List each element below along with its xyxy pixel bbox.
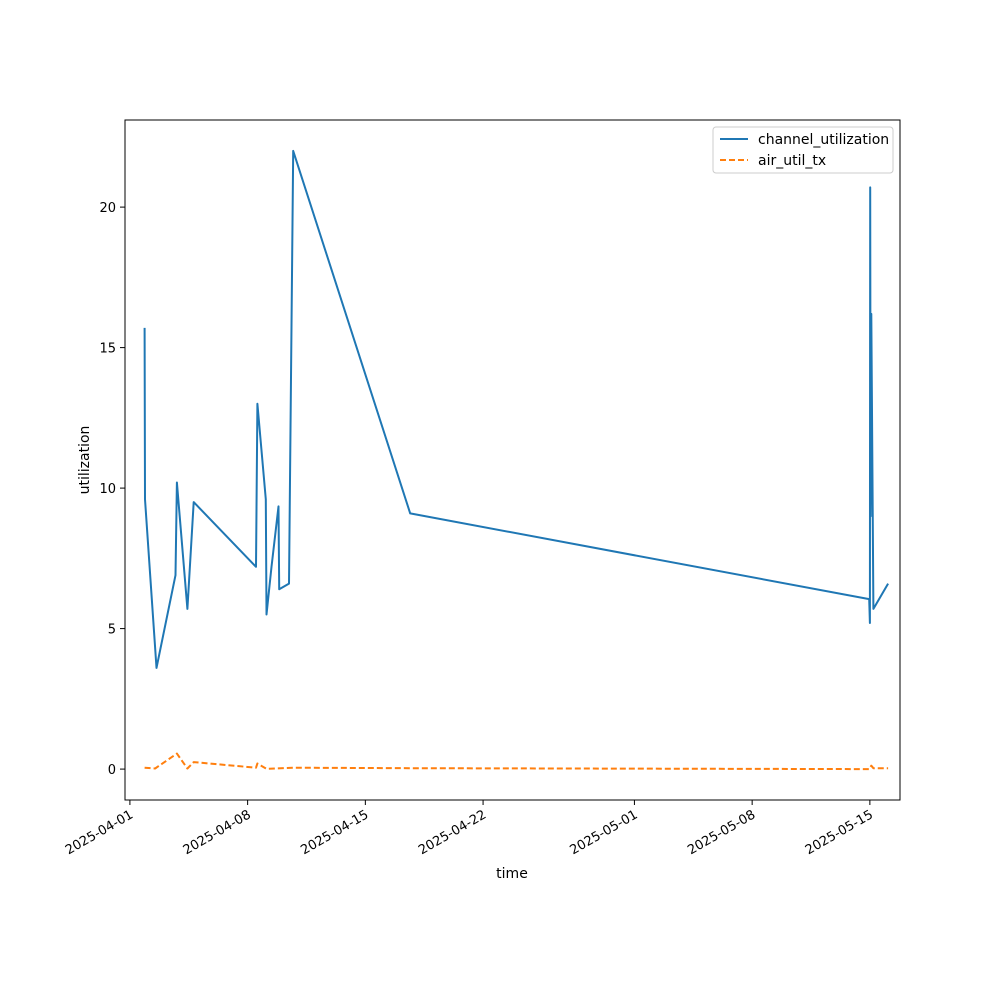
- y-axis: 0 5 10 15 20: [99, 201, 125, 778]
- legend-label-air-util-tx: air_util_tx: [758, 153, 826, 169]
- plot-frame: [124, 119, 901, 801]
- y-tick-label: 15: [99, 342, 116, 357]
- series-line-air-util-tx: [144, 752, 889, 771]
- legend: channel_utilization air_util_tx: [712, 126, 894, 174]
- series-layer: [143, 149, 889, 771]
- y-tick-label: 5: [108, 623, 116, 638]
- x-axis-label: time: [496, 866, 528, 882]
- y-tick-label: 10: [99, 482, 116, 497]
- series-line-channel-utilization: [143, 149, 889, 669]
- legend-label-channel-utilization: channel_utilization: [758, 132, 889, 148]
- y-tick-label: 0: [108, 763, 116, 778]
- y-axis-label: utilization: [77, 426, 93, 495]
- legend-box: [712, 126, 894, 174]
- y-tick-label: 20: [99, 201, 116, 216]
